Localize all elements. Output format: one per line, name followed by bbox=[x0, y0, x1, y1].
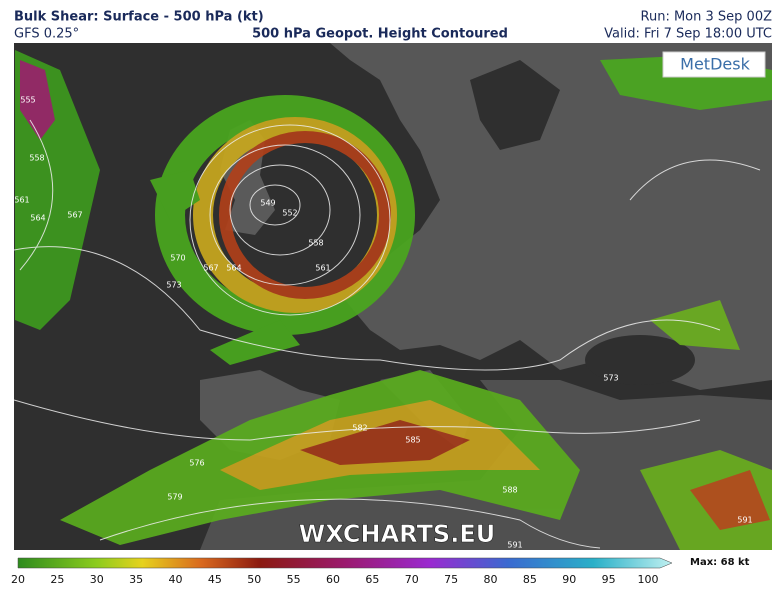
colorbar-tick-label: 90 bbox=[562, 573, 576, 586]
run-time: Run: Mon 3 Sep 00Z bbox=[641, 10, 773, 25]
contour-label: 591 bbox=[737, 516, 752, 525]
contour-label: 582 bbox=[352, 424, 367, 433]
contour-label: 558 bbox=[29, 154, 44, 163]
contour-label: 579 bbox=[167, 493, 182, 502]
colorbar-tick-label: 50 bbox=[247, 573, 261, 586]
colorbar-tick-label: 80 bbox=[484, 573, 498, 586]
contour-label: 564 bbox=[30, 214, 45, 223]
contour-label: 567 bbox=[203, 264, 218, 273]
contour-label: 561 bbox=[14, 196, 29, 205]
contour-label: 567 bbox=[67, 211, 82, 220]
title: Bulk Shear: Surface - 500 hPa (kt) bbox=[14, 10, 264, 25]
colorbar-tick-label: 70 bbox=[405, 573, 419, 586]
colorbar-tick-label: 100 bbox=[638, 573, 659, 586]
logo: MetDesk bbox=[680, 55, 750, 74]
contour-label: 573 bbox=[166, 281, 181, 290]
colorbar-tick-label: 60 bbox=[326, 573, 340, 586]
model: GFS 0.25° bbox=[14, 27, 79, 42]
contour-label: 576 bbox=[189, 459, 204, 468]
contour-label: 558 bbox=[308, 239, 323, 248]
contour-label: 549 bbox=[260, 199, 275, 208]
colorbar-tick-label: 65 bbox=[365, 573, 379, 586]
watermark: WXCHARTS.EU bbox=[299, 520, 495, 548]
colorbar-tick-label: 35 bbox=[129, 573, 143, 586]
contour-label: 555 bbox=[20, 96, 35, 105]
contour-label: 570 bbox=[170, 254, 185, 263]
colorbar-tick-label: 45 bbox=[208, 573, 222, 586]
contour-label: 585 bbox=[405, 436, 420, 445]
contour-label: 588 bbox=[502, 486, 517, 495]
contour-label: 591 bbox=[507, 541, 522, 550]
colorbar-tick-label: 75 bbox=[444, 573, 458, 586]
contour-label: 564 bbox=[226, 264, 241, 273]
colorbar bbox=[17, 557, 673, 569]
max-label: Max: 68 kt bbox=[690, 557, 750, 568]
subtitle: 500 hPa Geopot. Height Contoured bbox=[252, 27, 508, 42]
colorbar-tick-label: 20 bbox=[11, 573, 25, 586]
contour-label: 573 bbox=[603, 374, 618, 383]
colorbar-tick-label: 55 bbox=[287, 573, 301, 586]
colorbar-tick-label: 25 bbox=[50, 573, 64, 586]
colorbar-tick-label: 95 bbox=[602, 573, 616, 586]
colorbar-tick-label: 30 bbox=[90, 573, 104, 586]
valid-time: Valid: Fri 7 Sep 18:00 UTC bbox=[604, 27, 772, 42]
contour-label: 552 bbox=[282, 209, 297, 218]
colorbar-tick-label: 85 bbox=[523, 573, 537, 586]
contour-label: 561 bbox=[315, 264, 330, 273]
colorbar-tick-label: 40 bbox=[169, 573, 183, 586]
